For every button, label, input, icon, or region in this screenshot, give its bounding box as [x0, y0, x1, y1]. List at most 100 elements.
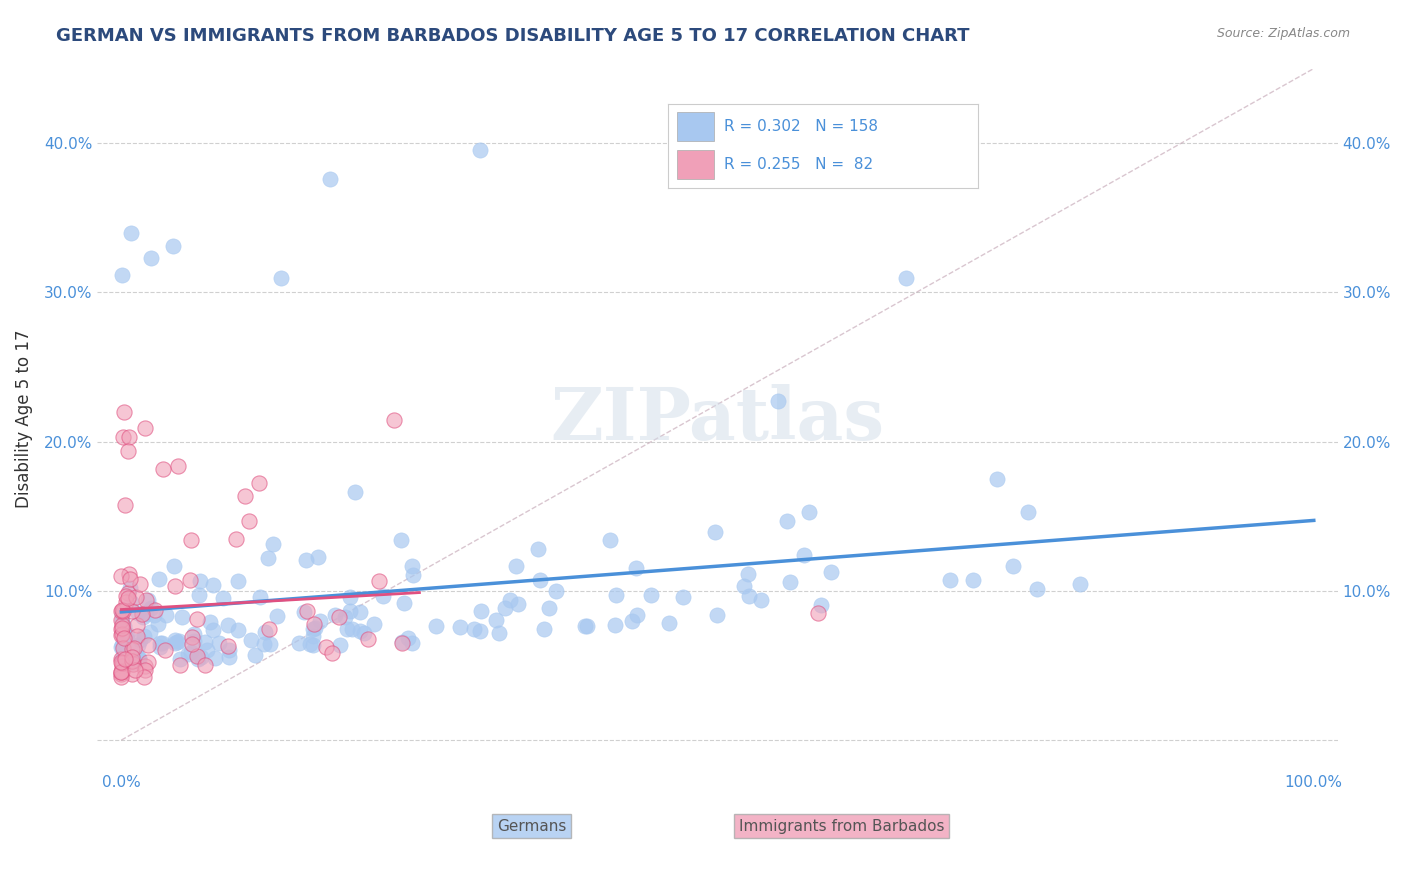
Point [394, 596, 416, 610]
Point [939, 573, 962, 587]
Point [166, 635, 188, 649]
Point [111, 658, 134, 673]
Point [779, 574, 801, 589]
Point [544, 584, 567, 599]
Point [704, 525, 727, 540]
Point [139, 625, 162, 640]
Point [121, 654, 143, 668]
Point [340, 622, 363, 636]
Point [391, 635, 413, 649]
Point [626, 607, 648, 622]
Point [134, 658, 156, 673]
Point [114, 631, 136, 645]
Point [127, 607, 149, 621]
Point [120, 653, 142, 667]
Point [115, 627, 138, 641]
Text: Source: ZipAtlas.com: Source: ZipAtlas.com [1216, 27, 1350, 40]
Point [128, 651, 150, 665]
Point [425, 619, 447, 633]
Point [820, 565, 842, 579]
Point [243, 648, 266, 662]
Point [599, 533, 621, 547]
Point [806, 606, 828, 620]
Point [208, 636, 231, 650]
Point [149, 636, 172, 650]
Point [179, 573, 201, 587]
Point [134, 421, 156, 435]
Point [110, 665, 132, 680]
Point [111, 607, 134, 621]
Point [401, 558, 423, 573]
Point [110, 613, 132, 627]
Point [111, 657, 134, 671]
Point [485, 613, 508, 627]
Point [181, 637, 204, 651]
Point [499, 593, 522, 607]
Point [494, 601, 516, 615]
Point [218, 643, 240, 657]
Point [962, 573, 984, 587]
Point [621, 614, 644, 628]
Point [228, 624, 250, 638]
Point [529, 574, 551, 588]
Point [302, 639, 325, 653]
Point [247, 475, 270, 490]
Point [169, 657, 191, 672]
Point [506, 597, 529, 611]
Point [266, 608, 288, 623]
Point [120, 226, 142, 240]
Point [111, 664, 134, 678]
Point [353, 626, 375, 640]
Point [149, 640, 172, 654]
Point [163, 636, 186, 650]
Point [112, 405, 135, 419]
Point [339, 604, 361, 618]
Point [329, 638, 352, 652]
Point [672, 591, 695, 605]
Point [132, 629, 155, 643]
Point [111, 613, 134, 627]
Point [349, 624, 371, 638]
Point [129, 633, 152, 648]
Point [259, 637, 281, 651]
Point [200, 615, 222, 630]
Text: Germans: Germans [496, 819, 567, 833]
Point [148, 572, 170, 586]
Point [344, 484, 367, 499]
Point [766, 394, 789, 409]
Point [249, 590, 271, 604]
Point [253, 637, 276, 651]
Point [336, 622, 359, 636]
Point [121, 595, 143, 609]
Point [120, 581, 142, 595]
Point [333, 610, 356, 624]
Point [706, 607, 728, 622]
Point [389, 533, 412, 547]
Point [624, 561, 647, 575]
Point [155, 607, 177, 622]
Point [121, 605, 143, 619]
Point [136, 593, 159, 607]
Point [110, 640, 132, 655]
Point [533, 622, 555, 636]
Point [111, 604, 134, 618]
Point [139, 600, 162, 615]
Point [357, 632, 380, 646]
Point [328, 609, 350, 624]
Point [134, 663, 156, 677]
Point [135, 592, 157, 607]
Point [793, 548, 815, 562]
Point [302, 629, 325, 643]
Point [111, 638, 134, 652]
Point [775, 514, 797, 528]
Point [167, 459, 190, 474]
Point [111, 618, 134, 632]
Point [363, 617, 385, 632]
Point [138, 655, 160, 669]
Point [202, 623, 225, 637]
Point [894, 271, 917, 285]
Point [211, 591, 233, 605]
Point [127, 651, 149, 665]
Point [180, 533, 202, 547]
Point [226, 574, 249, 588]
